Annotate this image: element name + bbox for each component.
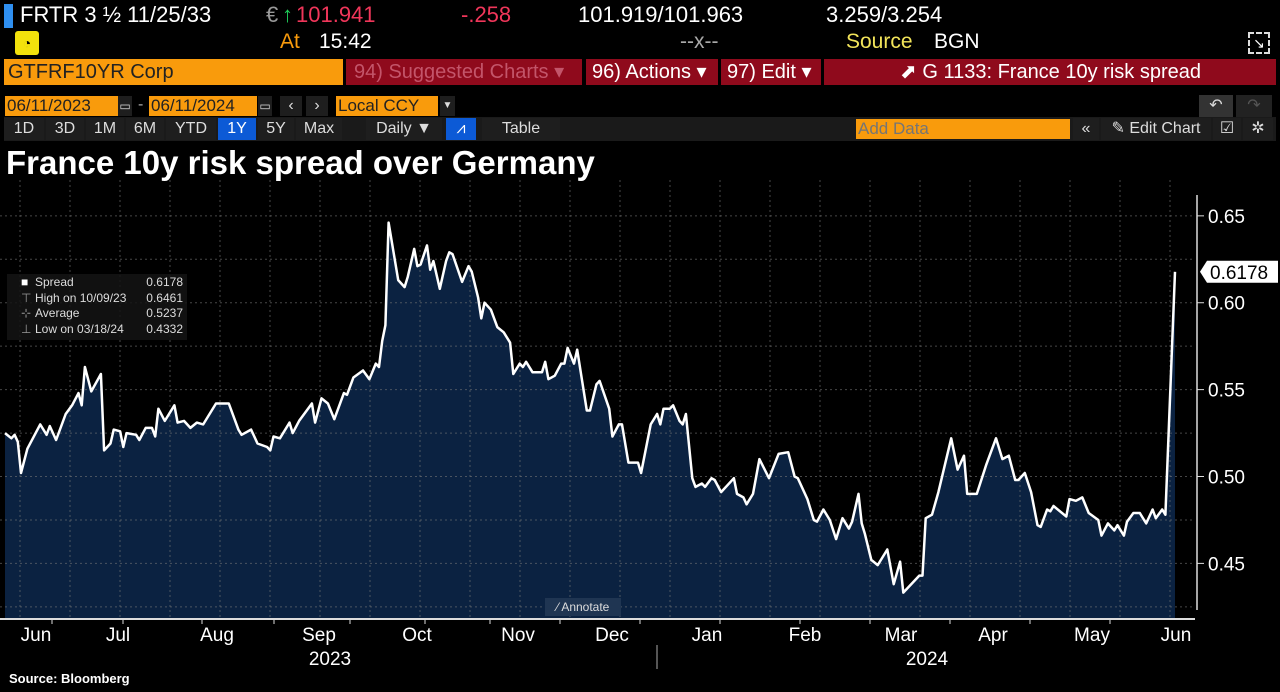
month-label: Jan — [692, 625, 723, 646]
legend-marker-icon: ⊥ — [21, 321, 32, 336]
security-input[interactable]: GTFRF10YR Corp — [4, 59, 343, 85]
period-ytd[interactable]: YTD — [166, 118, 216, 140]
source-label: Source — [846, 30, 913, 53]
undo-icon[interactable]: ↶ — [1199, 95, 1233, 117]
legend-entry: ⊤ High on 10/09/23 0.6461 — [21, 290, 183, 307]
legend-value: 0.5237 — [146, 306, 183, 320]
last-value-label: 0.6178 — [1210, 263, 1268, 284]
chart-area[interactable]: 0.45 0.50 0.55 0.60 0.65 0.6178 Jun Jul Aug Sep Oc… — [0, 180, 1280, 680]
month-label: Apr — [978, 625, 1008, 646]
month-label: Jun — [21, 625, 52, 646]
period-3d[interactable]: 3D — [46, 118, 84, 140]
line-chart-icon[interactable]: ⩘ — [446, 118, 476, 140]
frequency-select[interactable]: Daily ▼ — [366, 118, 442, 140]
month-label: Aug — [200, 625, 234, 646]
legend-label: High on 10/09/23 — [35, 290, 127, 305]
chart-name-bar: ⬈ G 1133: France 10y risk spread — [824, 59, 1276, 85]
yields: 3.259/3.254 — [826, 2, 943, 27]
spread-area — [5, 222, 1175, 619]
last-price: 101.941 — [296, 2, 376, 27]
y-tick-label: 0.50 — [1208, 468, 1245, 489]
edit-chart-label: Edit Chart — [1129, 120, 1201, 137]
month-label: Jul — [106, 625, 130, 646]
edit-list-icon[interactable]: ☑ — [1213, 118, 1241, 140]
y-tick-label: 0.65 — [1208, 207, 1245, 228]
last-value-tag — [1200, 260, 1278, 283]
collapse-icon[interactable]: « — [1073, 118, 1099, 140]
legend-label: Spread — [35, 275, 74, 289]
calendar-icon[interactable]: ▭ — [258, 96, 272, 116]
currency-select[interactable]: Local CCY — [336, 96, 438, 116]
add-data-input[interactable] — [856, 119, 1070, 139]
legend-marker-icon: ⊹ — [21, 306, 32, 320]
legend-entry: ■ Spread 0.6178 — [21, 275, 183, 291]
legend-value: 0.6178 — [146, 275, 183, 289]
month-label: Jun — [1161, 625, 1192, 646]
legend-value: 0.6461 — [146, 290, 183, 305]
year-label: 2024 — [906, 649, 949, 670]
actions-button[interactable]: 96) Actions ▾ — [586, 59, 718, 85]
period-5y[interactable]: 5Y — [258, 118, 294, 140]
chart-name: G 1133: France 10y risk spread — [922, 61, 1201, 83]
at-label: At — [280, 30, 300, 53]
y-tick-label: 0.60 — [1208, 294, 1245, 315]
annotate-button[interactable]: ⁄ Annotate — [545, 598, 621, 616]
quote-time: 15:42 — [319, 30, 372, 53]
pencil-icon: ✎ — [1111, 120, 1130, 137]
security-marker — [4, 4, 13, 28]
chart-title: France 10y risk spread over Germany — [6, 144, 595, 181]
chevron-down-icon[interactable]: ▼ — [440, 96, 455, 116]
year-label: 2023 — [309, 649, 351, 670]
period-1y[interactable]: 1Y — [218, 118, 256, 140]
ticker: FRTR 3 ½ 11/25/33 — [20, 2, 212, 27]
edit-chart-button[interactable]: ✎ Edit Chart — [1101, 118, 1211, 140]
gear-icon[interactable]: ✲ — [1243, 118, 1273, 140]
start-date-input[interactable]: 06/11/2023 — [5, 96, 118, 116]
annotate-label: Annotate — [561, 600, 610, 614]
legend-marker-icon: ⊤ — [21, 290, 32, 305]
calendar-icon[interactable]: ▭ — [118, 96, 132, 116]
period-6m[interactable]: 6M — [126, 118, 164, 140]
period-1m[interactable]: 1M — [86, 118, 124, 140]
legend-label: Low on 03/18/24 — [35, 321, 124, 336]
period-buttons: 1D 3D 1M 6M YTD 1Y 5Y Max — [4, 118, 342, 140]
edit-button[interactable]: 97) Edit ▾ — [721, 59, 821, 85]
legend-entry: ⊥ Low on 03/18/24 0.4332 — [21, 321, 183, 338]
end-date-input[interactable]: 06/11/2024 — [149, 96, 257, 116]
spread-line — [4, 221, 1177, 594]
bid-ask: 101.919/101.963 — [578, 2, 744, 27]
price-change: -.258 — [461, 2, 512, 27]
currency: € — [266, 2, 279, 27]
month-label: Nov — [501, 625, 535, 646]
date-dash: - — [138, 96, 144, 113]
up-arrow-icon: ↑ — [282, 2, 293, 27]
month-label: May — [1074, 625, 1110, 646]
legend-entry: ⊹ Average 0.5237 — [21, 306, 183, 322]
expand-icon[interactable]: ↘ — [1248, 32, 1270, 54]
legend-marker-icon: ■ — [21, 275, 29, 289]
legend: ■ Spread 0.6178 ⊤ High on 10/09/23 0.6461 ⊹ Ave… — [7, 274, 187, 340]
legend-label: Average — [35, 306, 80, 320]
month-label: Oct — [402, 625, 432, 646]
legend-value: 0.4332 — [146, 321, 183, 336]
month-label: Feb — [789, 625, 822, 646]
redo-icon[interactable]: ↷ — [1236, 95, 1272, 117]
month-label: Sep — [302, 625, 336, 646]
table-button[interactable]: Table — [482, 118, 560, 140]
open-external-icon[interactable]: ⬈ — [900, 61, 923, 83]
suggested-charts-button[interactable]: 94) Suggested Charts ▾ — [346, 59, 582, 85]
prev-arrow-icon[interactable]: ‹ — [280, 96, 302, 116]
y-tick-label: 0.55 — [1208, 381, 1245, 402]
y-tick-label: 0.45 — [1208, 554, 1245, 575]
speedometer-icon[interactable]: ◔ — [15, 31, 39, 55]
spread-sep: --x-- — [680, 30, 719, 53]
month-label: Dec — [595, 625, 629, 646]
source-value: BGN — [934, 30, 980, 53]
next-arrow-icon[interactable]: › — [306, 96, 328, 116]
month-label: Mar — [885, 625, 918, 646]
period-max[interactable]: Max — [296, 118, 342, 140]
annotate-icon: ⁄ — [556, 600, 562, 614]
period-1d[interactable]: 1D — [4, 118, 44, 140]
source-footer: Source: Bloomberg — [9, 671, 130, 686]
